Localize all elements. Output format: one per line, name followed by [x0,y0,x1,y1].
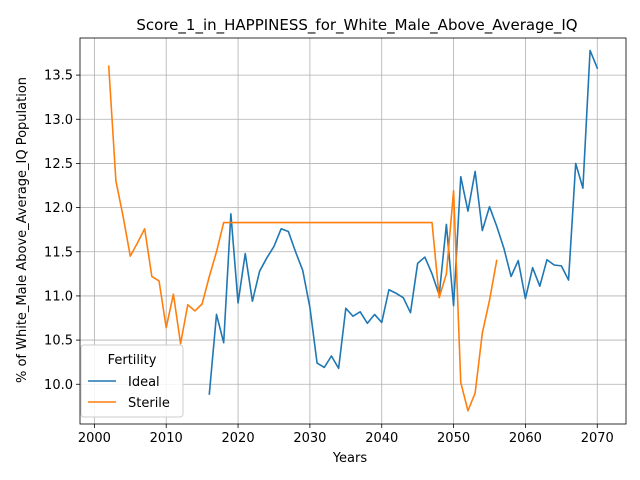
plot-frame [79,37,627,425]
y-tick-label: 10.5 [44,334,73,349]
y-tick-label: 13.0 [44,113,73,128]
x-tick-label: 2000 [78,431,111,446]
x-tick-label: 2010 [150,431,183,446]
x-axis-ticks: 2000 2010 2020 2030 2040 2050 2060 2070 [78,424,614,446]
x-gridlines [93,38,598,424]
x-tick-label: 2070 [581,431,614,446]
y-tick-label: 10.0 [44,378,73,393]
legend-box [80,344,184,418]
x-tick-label: 2050 [437,431,470,446]
x-axis-label: Years [332,451,368,466]
x-tick-label: 2040 [365,431,398,446]
y-tick-label: 11.0 [44,289,73,304]
y-tick-label: 12.0 [44,201,73,216]
chart-title: Score_1_in_HAPPINESS_for_White_Male_Abov… [136,16,577,35]
legend-title: Fertility [108,353,157,368]
x-tick-label: 2060 [509,431,542,446]
x-tick-label: 2020 [222,431,255,446]
series-line-sterile [107,65,498,412]
legend-label-ideal: Ideal [128,375,160,390]
y-tick-label: 11.5 [44,245,73,260]
y-axis-label: % of White_Male Above_Average_IQ Populat… [15,77,30,383]
y-tick-label: 12.5 [44,157,73,172]
legend: Fertility Ideal Sterile [80,344,184,418]
y-axis-ticks: 10.0 10.5 11.0 11.5 12.0 12.5 13.0 13.5 [44,69,80,393]
y-tick-label: 13.5 [44,69,73,84]
series-layer [107,49,599,412]
x-tick-label: 2030 [293,431,326,446]
legend-label-sterile: Sterile [128,396,170,411]
y-gridlines [80,74,626,385]
series-line-ideal [208,49,599,395]
